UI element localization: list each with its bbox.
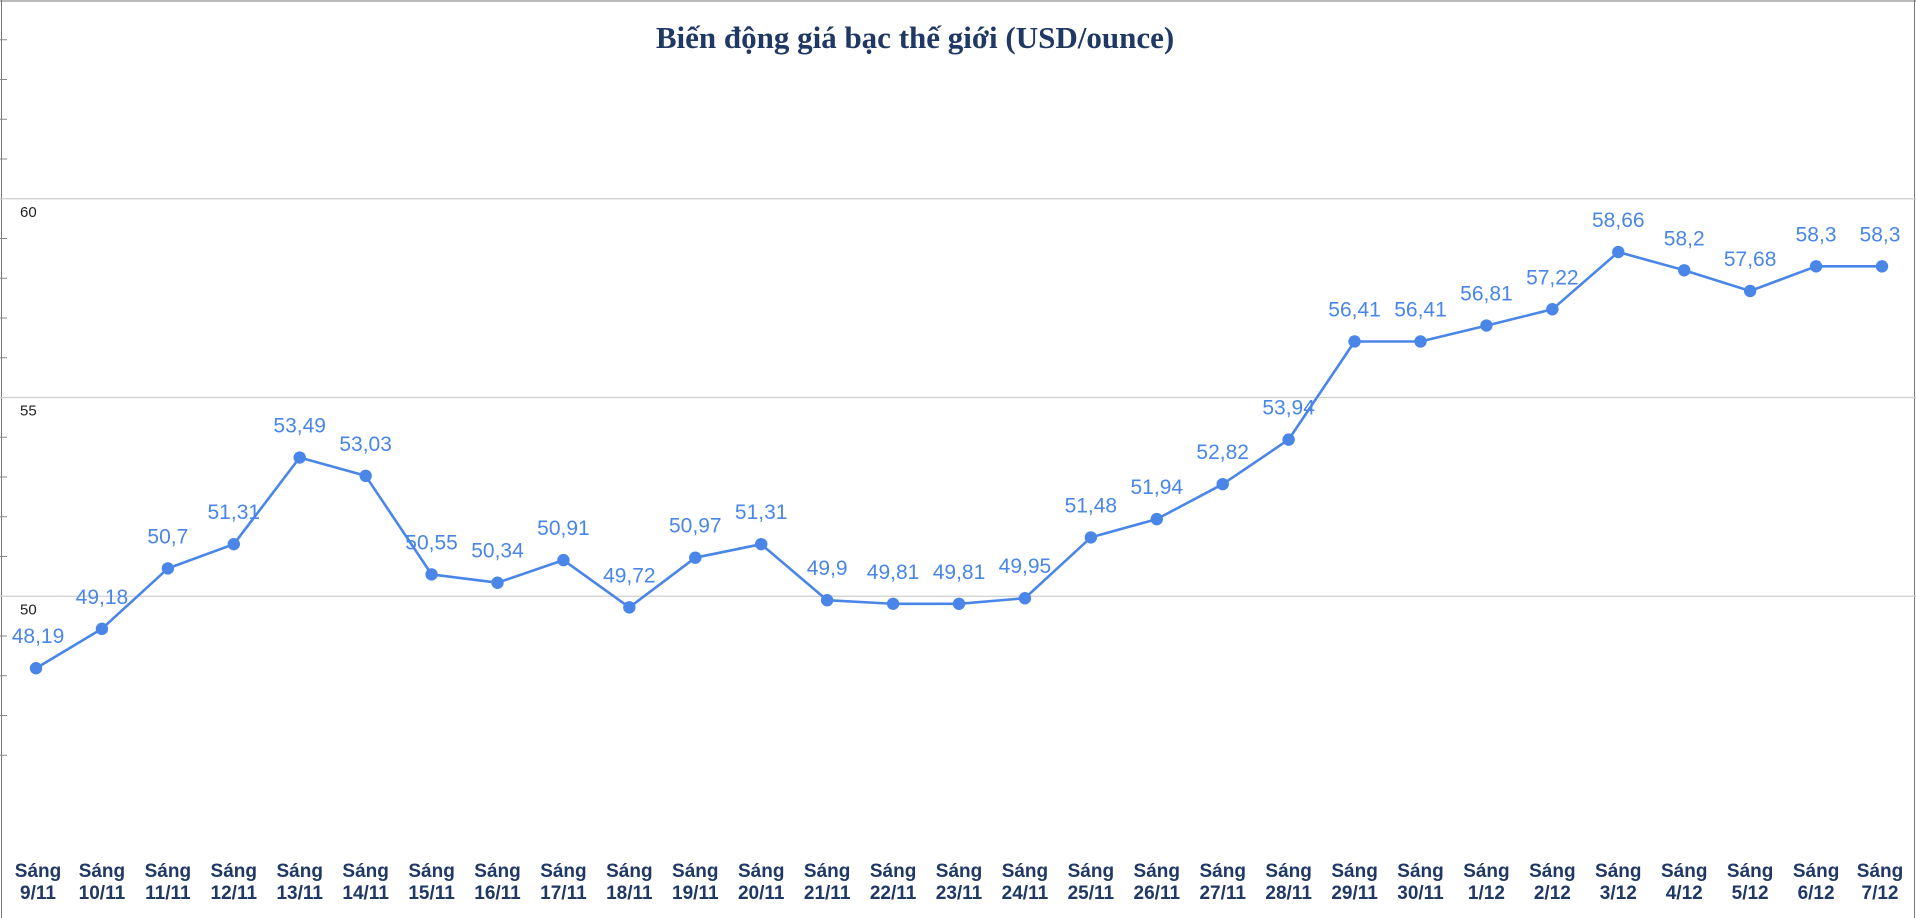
x-tick-label: Sáng 17/11: [540, 861, 587, 904]
data-point: [820, 594, 834, 607]
x-tick-label: Sáng 6/12: [1793, 861, 1839, 904]
y-tick-label: 50: [20, 601, 37, 618]
x-tick-label: Sáng 14/11: [342, 861, 389, 904]
x-tick-label: Sáng 23/11: [936, 861, 983, 904]
data-label: 53,94: [1262, 397, 1315, 420]
data-point: [1084, 531, 1098, 544]
data-point: [1480, 319, 1493, 332]
x-tick-label: Sáng 10/11: [79, 861, 126, 904]
data-point: [1546, 303, 1559, 316]
x-tick-label: Sáng 9/11: [15, 861, 61, 904]
x-tick-label: Sáng 26/11: [1134, 861, 1181, 904]
data-point: [359, 469, 372, 483]
x-tick-label: Sáng 20/11: [738, 861, 785, 904]
data-point: [1216, 477, 1229, 491]
data-labels: 48,19 49,18 50,7 51,31 53,49 53,03 50,55 50,34 5…: [12, 209, 1901, 648]
data-label: 49,18: [76, 586, 129, 609]
data-point: [1678, 264, 1691, 277]
data-label: 49,9: [807, 557, 848, 580]
data-point: [1743, 284, 1757, 298]
data-point: [952, 597, 966, 611]
x-tick-label: Sáng 7/12: [1857, 861, 1903, 904]
x-tick-label: Sáng 4/12: [1661, 861, 1707, 904]
data-point: [689, 551, 702, 564]
x-tick-label: Sáng 21/11: [804, 861, 851, 904]
chart-title: Biến động giá bạc thế giới (USD/ounce): [656, 20, 1174, 55]
data-label: 49,95: [999, 555, 1052, 578]
x-tick-label: Sáng 27/11: [1199, 861, 1246, 904]
x-tick-label: Sáng 3/12: [1595, 861, 1641, 904]
y-tick-label: 55: [20, 403, 37, 420]
data-point: [29, 661, 43, 675]
data-label: 56,41: [1328, 298, 1381, 321]
data-label: 50,97: [669, 515, 722, 538]
data-point: [227, 537, 240, 551]
data-label: 57,22: [1526, 266, 1579, 289]
y-axis: 50 55 60: [20, 204, 37, 619]
y-tick-label: 60: [20, 204, 37, 221]
data-point: [1348, 335, 1361, 348]
x-tick-label: Sáng 15/11: [408, 861, 455, 904]
data-point: [161, 562, 175, 575]
data-point: [1018, 592, 1032, 605]
data-label: 56,81: [1460, 283, 1513, 306]
data-label: 58,3: [1860, 223, 1901, 246]
data-label: 50,7: [147, 525, 188, 548]
x-tick-label: Sáng 19/11: [672, 861, 719, 904]
data-label: 49,81: [867, 561, 920, 584]
data-point: [1414, 335, 1427, 348]
x-tick-label: Sáng 16/11: [474, 861, 521, 904]
data-label: 52,82: [1196, 441, 1249, 464]
data-label: 51,48: [1065, 494, 1118, 517]
data-label: 58,2: [1664, 227, 1705, 250]
data-label: 49,81: [933, 561, 986, 584]
data-label: 48,19: [12, 625, 65, 648]
data-label: 53,49: [273, 415, 326, 438]
data-points: [29, 245, 1889, 675]
x-tick-label: Sáng 13/11: [276, 861, 323, 904]
data-label: 51,31: [208, 501, 261, 524]
x-tick-label: Sáng 28/11: [1265, 861, 1312, 904]
data-label: 49,72: [603, 564, 656, 587]
data-label: 50,55: [405, 531, 458, 554]
x-tick-label: Sáng 30/11: [1397, 861, 1444, 904]
x-tick-label: Sáng 5/12: [1727, 861, 1773, 904]
data-point: [1150, 512, 1163, 526]
x-tick-label: Sáng 12/11: [211, 861, 258, 904]
data-label: 57,68: [1724, 248, 1777, 271]
data-point: [557, 553, 570, 567]
data-point: [623, 601, 636, 614]
data-point: [425, 568, 438, 581]
data-label: 53,03: [339, 433, 392, 456]
data-label: 56,41: [1394, 298, 1447, 321]
data-point: [1612, 245, 1625, 259]
data-point: [491, 576, 504, 589]
data-point: [886, 597, 900, 611]
data-label: 50,34: [471, 540, 524, 563]
x-axis: Sáng 9/11 Sáng 10/11 Sáng 11/11 Sáng 12/11 Sáng 1…: [15, 861, 1903, 904]
data-point: [1809, 260, 1823, 273]
x-tick-label: Sáng 25/11: [1068, 861, 1115, 904]
data-point: [755, 537, 768, 551]
data-label: 50,91: [537, 517, 590, 540]
data-point: [1282, 433, 1295, 446]
x-tick-label: Sáng 2/12: [1529, 861, 1575, 904]
data-point: [95, 622, 109, 636]
data-label: 51,31: [735, 501, 788, 524]
data-label: 58,3: [1796, 223, 1837, 246]
x-tick-label: Sáng 1/12: [1463, 861, 1509, 904]
x-tick-label: Sáng 29/11: [1331, 861, 1378, 904]
data-point: [1875, 260, 1889, 273]
data-label: 51,94: [1131, 476, 1184, 499]
data-label: 58,66: [1592, 209, 1645, 232]
data-point: [293, 451, 306, 464]
x-tick-label: Sáng 18/11: [606, 861, 653, 904]
x-tick-label: Sáng 11/11: [145, 861, 191, 904]
x-tick-label: Sáng 24/11: [1002, 861, 1049, 904]
x-tick-label: Sáng 22/11: [870, 861, 917, 904]
